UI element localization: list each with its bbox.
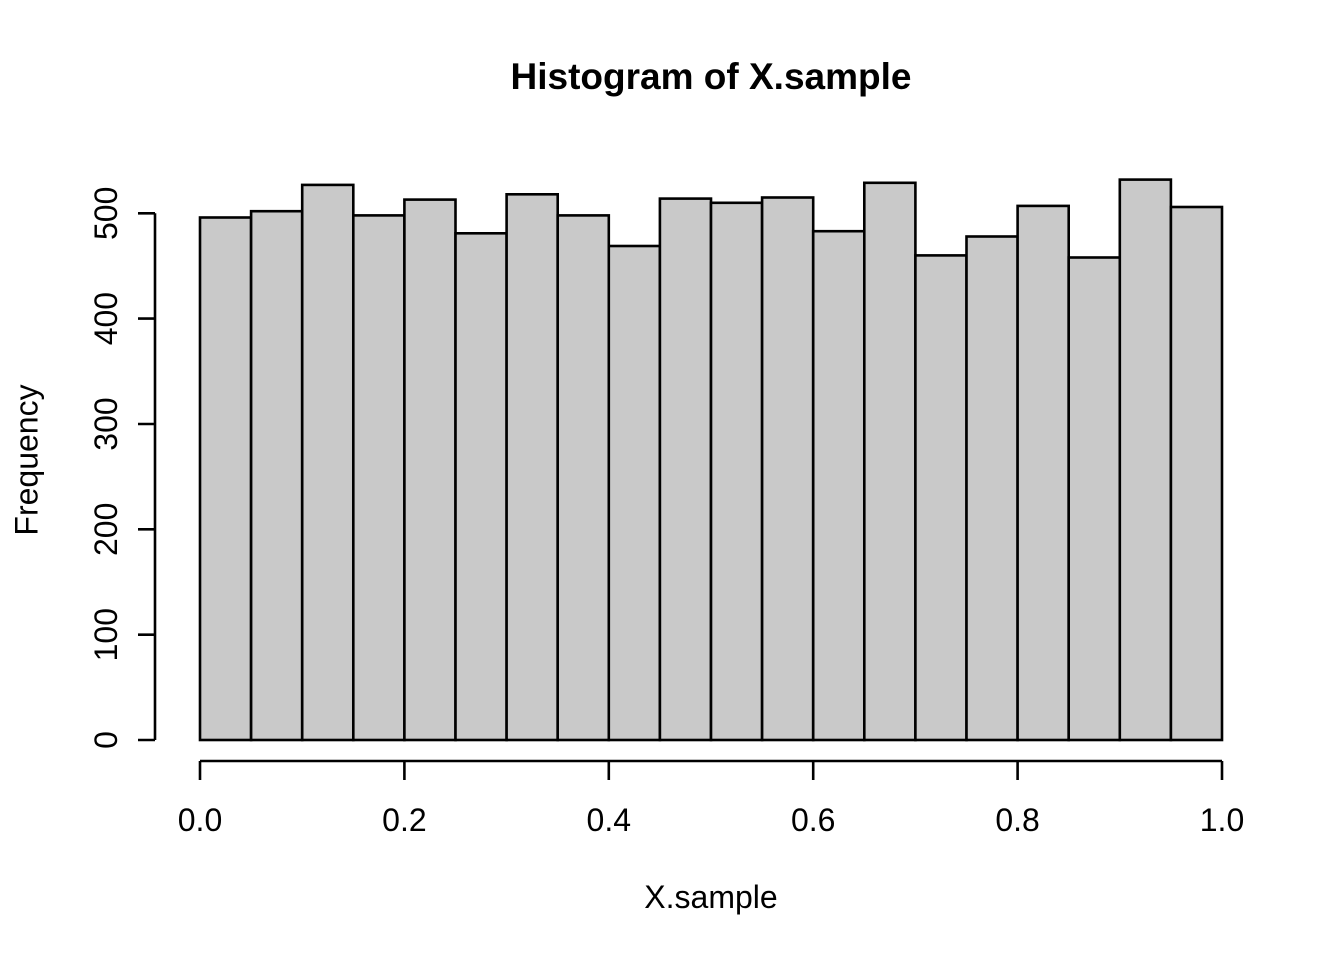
histogram-bar — [965, 235, 1019, 742]
x-tick-label: 0.8 — [995, 802, 1039, 838]
chart-title: Histogram of X.sample — [510, 56, 912, 97]
x-tick-label: 0.4 — [587, 802, 631, 838]
x-axis-label: X.sample — [644, 879, 778, 915]
x-tick-label: 0.0 — [178, 802, 222, 838]
y-tick-label: 500 — [88, 187, 124, 240]
histogram-bar — [709, 201, 764, 742]
histogram-bar — [454, 232, 508, 742]
histogram-bar — [300, 183, 355, 742]
histogram-bar — [862, 181, 917, 742]
histogram-bar — [249, 209, 304, 742]
y-tick-label: 200 — [88, 503, 124, 556]
histogram-bar — [1118, 178, 1173, 742]
histogram-bar — [811, 229, 866, 742]
x-tick-label: 1.0 — [1200, 802, 1244, 838]
histogram-bar — [556, 214, 611, 742]
x-tick-label: 0.2 — [382, 802, 426, 838]
y-tick-label: 300 — [88, 397, 124, 450]
histogram-bar — [351, 214, 406, 742]
histogram-bar — [658, 197, 713, 742]
y-tick-label: 400 — [88, 292, 124, 345]
histogram-bar — [505, 193, 560, 742]
y-tick-label: 100 — [88, 608, 124, 661]
histogram-bar — [760, 196, 815, 742]
histogram-bar — [607, 244, 662, 742]
histogram-bar — [1169, 205, 1224, 742]
histogram-bar — [198, 216, 253, 742]
y-axis-label: Frequency — [8, 384, 45, 536]
x-tick-label: 0.6 — [791, 802, 835, 838]
histogram-bar — [914, 254, 968, 742]
histogram-bar — [1067, 256, 1122, 742]
histogram-bar — [1016, 204, 1070, 742]
y-tick-label: 0 — [88, 731, 124, 749]
histogram-bar — [403, 198, 457, 742]
